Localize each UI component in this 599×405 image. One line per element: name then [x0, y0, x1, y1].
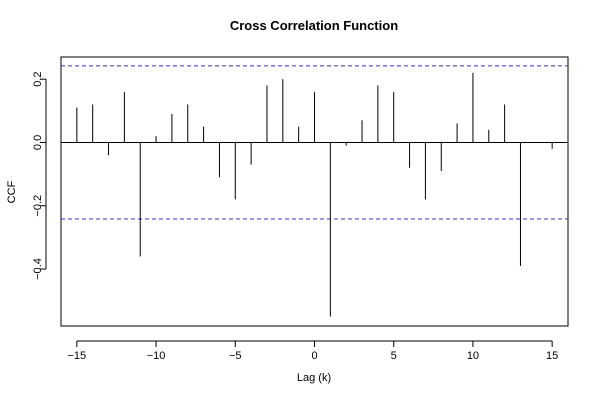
x-tick-label-0: 0	[311, 350, 317, 362]
y-axis-label: CCF	[6, 180, 18, 203]
x-tick-label-10: 10	[467, 350, 479, 362]
y-tick-label-1: −0.2	[32, 195, 44, 217]
x-tick-label-5: 5	[391, 350, 397, 362]
x-tick-label--10: −10	[147, 350, 166, 362]
y-tick-label-2: 0.0	[32, 135, 44, 150]
chart-marks: −15 −10 −5 0 5 10 15 −0.4 −0.2 0.0 0.2	[32, 65, 568, 362]
chart-title: Cross Correlation Function	[230, 18, 398, 33]
x-tick-label-15: 15	[546, 350, 558, 362]
y-tick-label-0: −0.4	[32, 258, 44, 280]
plot-frame	[60, 56, 569, 327]
y-tick-label-3: 0.2	[32, 72, 44, 87]
x-tick-label--5: −5	[229, 350, 242, 362]
x-tick-label--15: −15	[68, 350, 87, 362]
x-axis-label: Lag (k)	[297, 372, 331, 384]
